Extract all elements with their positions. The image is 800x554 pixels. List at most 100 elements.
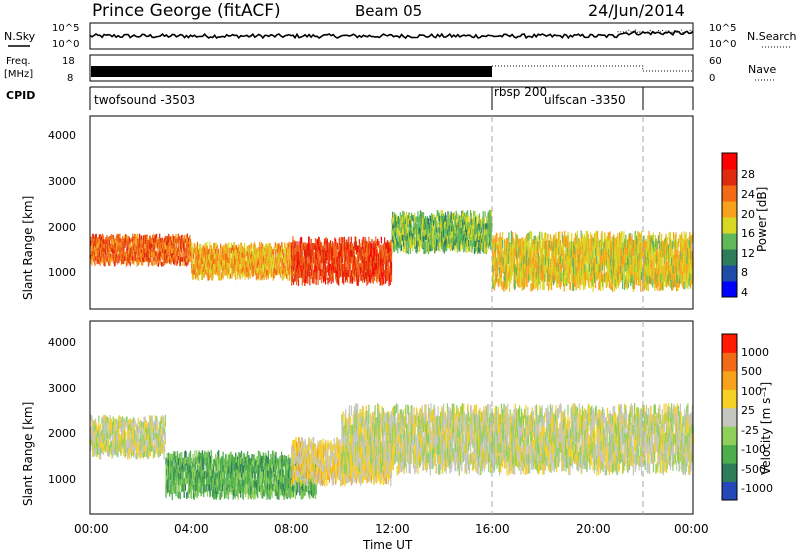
heatmap-cell: [633, 256, 635, 265]
heatmap-cell: [571, 241, 573, 250]
heatmap-cell: [345, 273, 347, 280]
heatmap-cell: [93, 420, 95, 427]
heatmap-cell: [529, 271, 531, 280]
heatmap-cell: [296, 258, 298, 265]
heatmap-cell: [621, 239, 623, 248]
heatmap-cell: [367, 257, 369, 264]
heatmap-cell: [587, 233, 589, 242]
heatmap-cell: [602, 282, 604, 291]
heatmap-cell: [574, 232, 577, 242]
heatmap-cell: [282, 268, 285, 274]
heatmap-cell: [340, 270, 342, 277]
heatmap-cell: [591, 234, 593, 243]
heatmap-cell: [409, 213, 411, 220]
heatmap-cell: [505, 262, 508, 271]
heatmap-cell: [423, 242, 425, 249]
heatmap-cell: [152, 251, 155, 256]
heatmap-cell: [662, 273, 664, 283]
heatmap-cell: [117, 260, 119, 265]
heatmap-cell: [365, 267, 367, 275]
heatmap-cell: [289, 248, 291, 254]
heatmap-cell: [686, 279, 688, 288]
heatmap-cell: [397, 241, 399, 248]
heatmap-cell: [363, 240, 365, 247]
heatmap-cell: [617, 263, 619, 272]
heatmap-cell: [654, 258, 656, 267]
heatmap-cell: [323, 249, 325, 256]
heatmap-cell: [178, 249, 180, 255]
heatmap-cell: [537, 282, 539, 291]
heatmap-cell: [581, 274, 584, 283]
colorbar-swatch: [722, 201, 737, 218]
heatmap-cell: [329, 273, 332, 281]
heatmap-cell: [563, 250, 565, 259]
heatmap-cell: [506, 280, 508, 289]
heatmap-cell: [495, 235, 497, 244]
heatmap-cell: [575, 257, 577, 266]
heatmap-cell: [666, 236, 668, 246]
heatmap-cell: [278, 269, 280, 275]
heatmap-cell: [233, 257, 236, 263]
heatmap-cell: [97, 448, 99, 455]
heatmap-cell: [544, 257, 546, 266]
heatmap-cell: [220, 264, 222, 271]
heatmap-cell: [577, 255, 579, 264]
heatmap-cell: [387, 262, 389, 270]
heatmap-cell: [593, 274, 596, 283]
heatmap-cell: [166, 240, 168, 246]
heatmap-cell: [362, 276, 364, 283]
heatmap-cell: [351, 250, 354, 257]
heatmap-cell: [419, 227, 421, 233]
heatmap-cell: [391, 248, 393, 254]
heatmap-cell: [115, 243, 117, 248]
heatmap-cell: [520, 237, 523, 246]
heatmap-cell: [199, 248, 202, 255]
heatmap-cell: [240, 253, 242, 259]
heatmap-cell: [459, 239, 461, 246]
heatmap-cell: [343, 244, 345, 251]
heatmap-cell: [266, 264, 268, 270]
heatmap-cell: [674, 254, 677, 263]
heatmap-cell: [376, 242, 378, 250]
heatmap-cell: [508, 265, 510, 274]
heatmap-cell: [193, 253, 195, 259]
heatmap-cell: [408, 242, 410, 249]
heatmap-cell: [462, 216, 464, 223]
heatmap-cell: [438, 232, 440, 239]
heatmap-cell: [318, 256, 320, 264]
heatmap-cell: [93, 259, 96, 264]
heatmap-cell: [338, 271, 340, 279]
heatmap-cell: [128, 250, 131, 256]
heatmap-cell: [517, 245, 519, 254]
heatmap-cell: [219, 275, 221, 281]
heatmap-cell: [156, 261, 158, 266]
heatmap-cell: [446, 244, 448, 251]
heatmap-cell: [651, 267, 653, 276]
heatmap-cell: [434, 246, 437, 253]
heatmap-cell: [647, 276, 649, 285]
heatmap-cell: [111, 256, 113, 261]
heatmap-cell: [436, 244, 438, 251]
heatmap-cell: [176, 259, 178, 265]
heatmap-cell: [368, 236, 370, 244]
heatmap-cell: [640, 271, 643, 280]
heatmap-cell: [634, 281, 636, 290]
heatmap-cell: [234, 245, 236, 251]
heatmap-cell: [613, 283, 616, 292]
heatmap-cell: [95, 234, 97, 239]
heatmap-cell: [329, 267, 332, 274]
heatmap-cell: [588, 255, 590, 264]
heatmap-cell: [467, 213, 469, 220]
heatmap-cell: [441, 210, 444, 216]
heatmap-cell: [660, 241, 662, 250]
heatmap-cell: [405, 247, 407, 254]
heatmap-cell: [98, 259, 100, 264]
heatmap-cell: [269, 263, 271, 269]
heatmap-cell: [495, 251, 497, 261]
heatmap-cell: [687, 256, 689, 265]
heatmap-cell: [419, 238, 421, 245]
heatmap-cell: [405, 229, 408, 236]
heatmap-cell: [318, 243, 320, 251]
heatmap-cell: [492, 271, 494, 280]
heatmap-cell: [507, 262, 509, 271]
